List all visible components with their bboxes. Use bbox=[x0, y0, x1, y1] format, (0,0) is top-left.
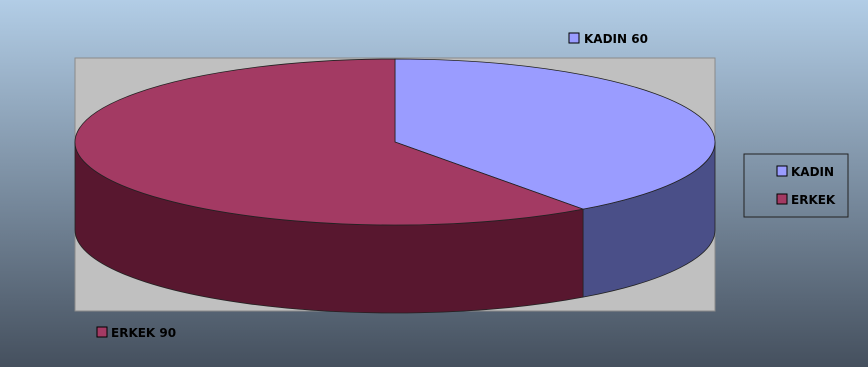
legend-box bbox=[743, 153, 849, 218]
legend-label-kadin: KADIN bbox=[791, 165, 834, 179]
legend-swatch-kadin bbox=[776, 165, 788, 177]
pie-slice-kadin bbox=[394, 58, 716, 210]
data-label-text-kadin: KADIN 60 bbox=[584, 32, 648, 46]
legend-swatch-erkek bbox=[776, 193, 788, 205]
data-label-erkek: ERKEK 90 bbox=[96, 326, 176, 340]
data-label-text-erkek: ERKEK 90 bbox=[111, 326, 176, 340]
data-label-swatch-kadin bbox=[568, 32, 580, 44]
pie-slice-erkek bbox=[74, 58, 585, 226]
data-label-swatch-erkek bbox=[96, 326, 108, 338]
legend-label-erkek: ERKEK bbox=[791, 193, 836, 207]
legend: KADIN ERKEK bbox=[743, 153, 849, 218]
data-label-kadin: KADIN 60 bbox=[568, 32, 648, 46]
pie-slices bbox=[74, 58, 716, 314]
